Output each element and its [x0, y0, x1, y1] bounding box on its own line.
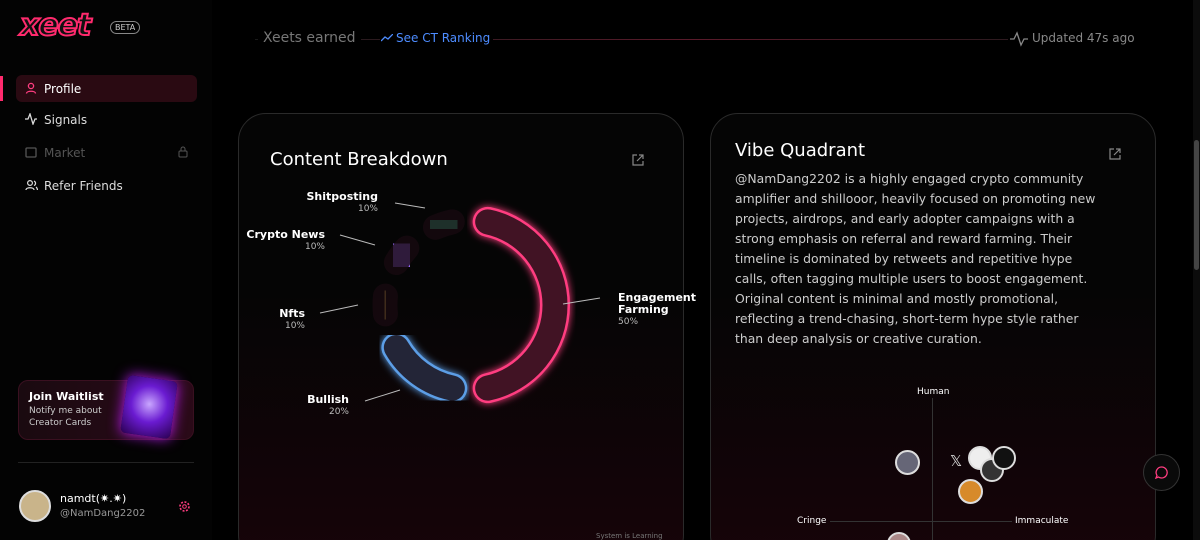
segment-label: Nfts 10% [225, 308, 305, 332]
content-breakdown-card [238, 113, 684, 540]
leader-line [562, 297, 601, 305]
active-indicator [0, 76, 3, 101]
leader-line [319, 304, 359, 314]
icon [25, 113, 37, 125]
segment-percent: 50% [618, 317, 639, 327]
avatar[interactable] [958, 479, 983, 504]
nav-item[interactable]: Signals [16, 106, 197, 133]
segment-label: Engagement Farming 50% [618, 291, 696, 328]
lock-icon [178, 146, 188, 158]
avatar[interactable] [895, 450, 920, 475]
user-handle: @NamDang2202 [60, 508, 146, 519]
icon [25, 179, 38, 191]
leader-line [394, 202, 426, 209]
segment-percent: 10% [304, 242, 325, 252]
creator-card-image [120, 374, 178, 440]
header-line [255, 39, 1138, 40]
chat-icon [1155, 466, 1168, 479]
axis-horizontal [830, 521, 1012, 522]
axis-vertical [932, 398, 933, 540]
nav-label: Refer Friends [44, 178, 123, 193]
nav-label: Signals [44, 112, 88, 127]
card-title: Vibe Quadrant [735, 140, 866, 161]
nav-item[interactable]: Refer Friends [16, 172, 197, 199]
icon [25, 82, 37, 94]
segment-label: Bullish 20% [269, 394, 349, 418]
leader-line [339, 234, 376, 246]
card-title: Content Breakdown [270, 149, 448, 170]
scrollbar-thumb[interactable] [1194, 140, 1199, 270]
logo[interactable]: xeet [19, 7, 92, 44]
expand-icon[interactable] [1109, 148, 1121, 160]
axis-label: Human [917, 387, 950, 397]
nav-item[interactable]: Profile [16, 75, 197, 102]
footer-note: System is Learning [596, 532, 663, 540]
nav-label: Market [44, 145, 86, 160]
beta-badge: BETA [110, 21, 141, 34]
nav-label: Profile [44, 81, 82, 96]
xeets-earned: Xeets earned [258, 30, 361, 46]
donut-chart [319, 202, 601, 404]
x-logo[interactable]: 𝕏 [950, 452, 963, 470]
avatar[interactable] [992, 446, 1016, 470]
pulse-icon [1010, 31, 1028, 47]
scrollbar [1193, 0, 1200, 540]
axis-label: Immaculate [1015, 516, 1069, 526]
segment-inner [383, 335, 465, 401]
nav-item: Market [16, 139, 197, 166]
expand-icon[interactable] [632, 154, 644, 166]
trend-icon [381, 34, 393, 42]
divider [18, 462, 194, 463]
segment-inner [422, 209, 465, 240]
vibe-quadrant-card [710, 113, 1156, 540]
chat-button[interactable] [1143, 454, 1180, 491]
settings-icon[interactable] [178, 500, 191, 513]
leader-line [364, 389, 401, 402]
waitlist-title: Join Waitlist [29, 390, 104, 403]
segment-percent: 10% [284, 321, 305, 331]
segment-percent: 20% [328, 407, 349, 417]
ranking-link[interactable]: See CT Ranking [380, 31, 494, 45]
segment-label: Crypto News 10% [246, 228, 325, 253]
segment-inner [383, 235, 420, 275]
description: @NamDang2202 is a highly engaged crypto … [735, 171, 1096, 346]
icon [25, 147, 37, 158]
user-avatar[interactable] [19, 490, 51, 522]
axis-label: Cringe [797, 516, 827, 526]
waitlist-text: Notify me about Creator Cards [29, 406, 102, 428]
segment-percent: 10% [357, 204, 378, 214]
user-name: namdt(✷.✷) [60, 492, 127, 505]
updated-time: Updated 47s ago [1008, 31, 1141, 45]
segment-label: Shitposting 10% [298, 191, 379, 215]
segment-inner [475, 209, 568, 401]
